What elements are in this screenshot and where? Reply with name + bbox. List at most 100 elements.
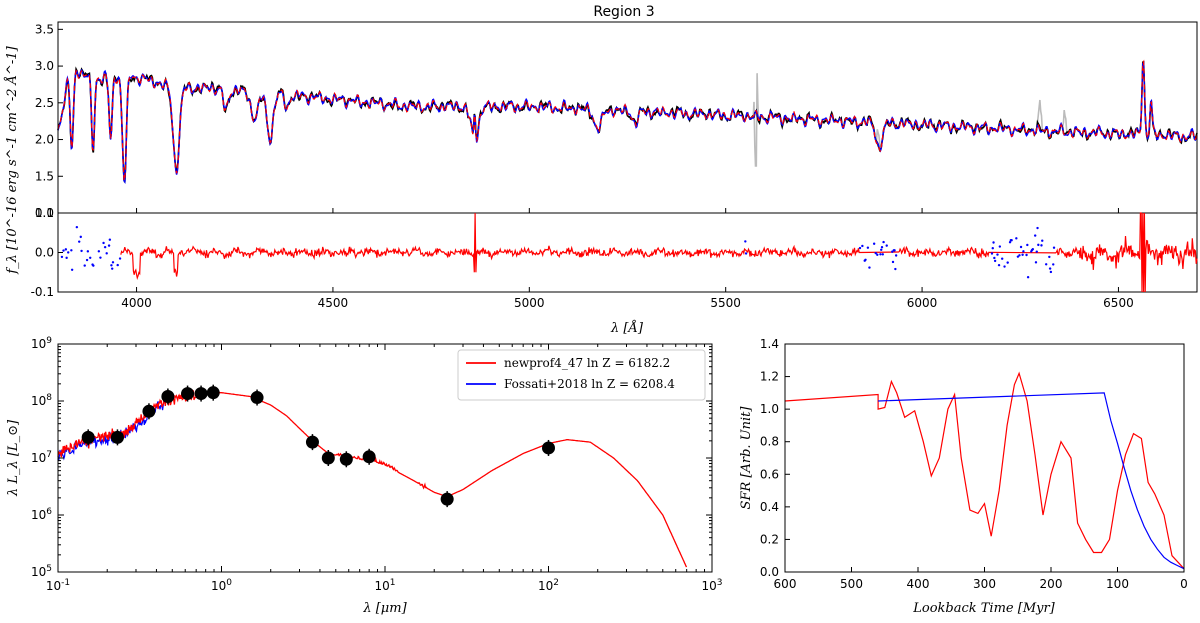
sfh-y-tick-label: 0.2 xyxy=(760,532,779,546)
residual-point xyxy=(1026,276,1030,279)
masked-spectrum-line xyxy=(57,60,1198,183)
tick-base: 10 xyxy=(701,579,716,593)
residual-point xyxy=(75,225,79,229)
residual-y-tick-label: 0.1 xyxy=(35,206,54,220)
sed-legend-box xyxy=(457,349,706,401)
sfh-y-tick-label: 0.0 xyxy=(760,565,779,579)
sed-observed-point xyxy=(206,386,220,400)
sfh-x-tick-label: 0 xyxy=(1180,577,1188,591)
sed-x-tick-label: 10-1 xyxy=(46,578,70,593)
sed-x-tick-label: 102 xyxy=(538,578,559,593)
tick-exp: 3 xyxy=(717,578,723,588)
x-tick-label: 4000 xyxy=(121,296,152,310)
y-tick-label: 2.5 xyxy=(35,96,54,110)
tick-base: 10 xyxy=(31,451,46,465)
x-tick-label: 6000 xyxy=(907,296,938,310)
residual-point xyxy=(744,252,748,255)
spectrum-panel: 1.0 1.5 2.0 2.5 3.0 3.5 f_λ [10^-16 erg s^-1 c… xyxy=(4,21,1198,275)
sfh-y-tick-label: 0.6 xyxy=(760,467,779,481)
residual-point xyxy=(1035,250,1038,253)
sfh-y-tick-label: 0.4 xyxy=(760,500,779,514)
residual-point xyxy=(1010,239,1013,242)
tick-base: 10 xyxy=(31,565,46,579)
newprof-sfh-line xyxy=(784,371,1185,570)
residual-point xyxy=(80,249,83,253)
sfh-x-tick-label: 600 xyxy=(774,577,797,591)
residual-point xyxy=(991,247,994,250)
residual-point xyxy=(60,255,64,259)
sed-x-tick-label: 100 xyxy=(211,578,232,593)
residual-point xyxy=(99,256,102,259)
residual-point xyxy=(880,246,884,249)
residual-point xyxy=(116,263,119,267)
spectrum-x-label: λ [Å] xyxy=(610,320,644,336)
residual-point xyxy=(110,264,113,267)
residual-point xyxy=(1003,265,1006,268)
residual-point xyxy=(86,250,90,253)
residual-point xyxy=(1044,263,1048,266)
sed-legend: newprof4_47 ln Z = 6182.2 Fossati+2018 ln… xyxy=(457,349,706,401)
sfh-x-tick-label: 500 xyxy=(840,577,863,591)
residual-point xyxy=(866,246,870,249)
newprof-model-spectrum-line xyxy=(57,59,1198,182)
tick-exp: 8 xyxy=(46,393,52,403)
residual-point xyxy=(864,258,867,261)
residual-point xyxy=(111,267,114,270)
residual-point xyxy=(891,260,895,264)
residual-point xyxy=(70,249,73,252)
fossati-sfh-line xyxy=(878,392,1185,570)
sed-x-tick-label: 103 xyxy=(701,578,722,593)
tick-base: 10 xyxy=(538,579,553,593)
sed-observed-point xyxy=(440,492,454,506)
residual-point xyxy=(996,253,999,256)
residual-point xyxy=(874,251,877,255)
residual-point xyxy=(1037,243,1040,247)
residual-point xyxy=(62,249,65,252)
residual-point xyxy=(1016,255,1020,258)
residual-point xyxy=(861,244,864,248)
residual-point xyxy=(92,264,95,267)
y-tick-label: 2.0 xyxy=(35,133,54,147)
sed-observed-point xyxy=(362,450,376,464)
y-tick-label: 1.5 xyxy=(35,169,54,183)
sfh-y-tick-label: 0.8 xyxy=(760,435,779,449)
tick-exp: 0 xyxy=(226,578,232,588)
residual-point xyxy=(1008,241,1012,244)
x-tick-label: 6500 xyxy=(1103,296,1134,310)
residual-point xyxy=(1022,250,1025,253)
residual-point xyxy=(882,240,885,244)
residual-point xyxy=(893,249,896,252)
residual-panel: 4000 4500 5000 5500 6000 6500 -0.1 0.0 0.1 λ [Å] xyxy=(31,206,1198,336)
sed-observed-point xyxy=(542,441,555,455)
x-tick-label: 4500 xyxy=(318,296,349,310)
sfh-x-label: Lookback Time [Myr] xyxy=(912,601,1055,616)
residual-point xyxy=(1025,253,1028,257)
residual-point xyxy=(1018,254,1021,257)
residual-point xyxy=(868,266,871,269)
residual-point xyxy=(872,242,876,245)
residual-point xyxy=(1036,226,1039,230)
residual-point xyxy=(103,245,107,249)
tick-exp: 7 xyxy=(46,450,52,460)
residual-point xyxy=(85,258,89,262)
sed-panel: 10-1 100 101 102 103105106107108109newprof4_… xyxy=(6,336,723,616)
residual-line xyxy=(120,212,1198,293)
residual-point xyxy=(65,256,68,260)
sfh-y-label: SFR [Arb. Unit] xyxy=(739,406,754,510)
residual-point xyxy=(876,253,879,256)
tick-base: 10 xyxy=(31,394,46,408)
tick-exp: 6 xyxy=(46,507,52,517)
residual-point xyxy=(998,245,1002,248)
residual-point xyxy=(111,261,115,264)
spectrum-y-label: f_λ [10^-16 erg s^-1 cm^-2 Å^-1] xyxy=(4,45,20,274)
residual-point xyxy=(1034,261,1038,264)
residual-point xyxy=(894,267,897,271)
residual-point xyxy=(70,268,74,271)
tick-exp: 1 xyxy=(390,578,396,588)
residual-point xyxy=(83,264,86,267)
tick-base: 10 xyxy=(31,508,46,522)
sfh-y-tick-label: 1.0 xyxy=(760,402,779,416)
sfh-x-tick-label: 400 xyxy=(907,577,930,591)
sed-observed-point xyxy=(142,404,156,418)
sed-x-label: λ [μm] xyxy=(362,601,407,616)
